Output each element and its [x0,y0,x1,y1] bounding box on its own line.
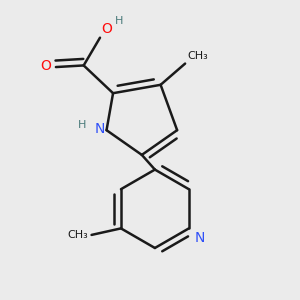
Text: O: O [102,22,112,36]
Text: CH₃: CH₃ [188,51,208,61]
Text: N: N [195,231,205,245]
Text: O: O [40,59,51,74]
Text: H: H [78,120,86,130]
Text: CH₃: CH₃ [68,230,88,240]
Text: N: N [94,122,105,136]
Text: H: H [115,16,123,26]
